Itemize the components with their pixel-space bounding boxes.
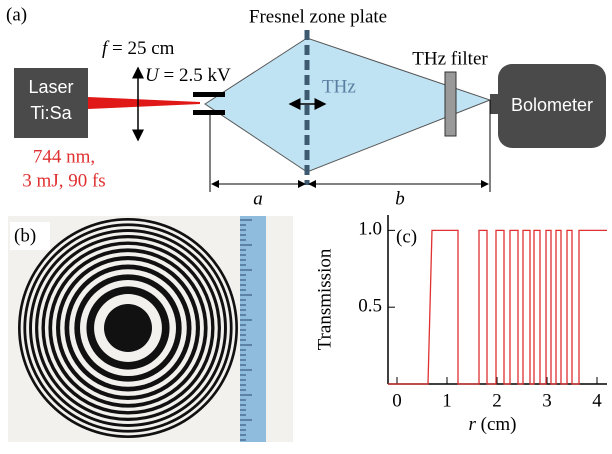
panel-label: (b) xyxy=(14,225,36,246)
x-tick-label: 0 xyxy=(392,390,402,411)
distance-label: a xyxy=(253,188,263,209)
thz-label: THz xyxy=(322,76,356,97)
x-tick-label: 4 xyxy=(592,390,602,411)
electrode xyxy=(193,92,225,97)
laser-params: 744 nm, xyxy=(33,146,95,167)
focal-label: f = 25 cm xyxy=(102,38,175,59)
laser-beam xyxy=(88,97,200,109)
laser-params: 3 mJ, 90 fs xyxy=(22,170,105,191)
panel-label: (c) xyxy=(396,226,417,247)
bolometer-label: Bolometer xyxy=(511,95,593,115)
y-axis-label: Transmission xyxy=(314,248,335,350)
distance-label: b xyxy=(395,188,405,209)
voltage-label: U = 2.5 kV xyxy=(145,65,231,86)
filter-label: THz filter xyxy=(412,48,488,69)
chart: 0.5 1.0 0 1 2 3 4 Transmission r (cm) (c) xyxy=(314,215,607,435)
electrode xyxy=(193,110,225,115)
panel-label: (a) xyxy=(6,4,27,25)
y-tick-label: 1.0 xyxy=(358,219,382,240)
laser-label: Laser xyxy=(28,77,73,97)
transmission-line xyxy=(388,230,607,384)
laser-label: Ti:Sa xyxy=(30,103,72,123)
x-axis-label: r (cm) xyxy=(468,414,516,435)
x-tick-label: 3 xyxy=(542,390,552,411)
x-tick-label: 1 xyxy=(442,390,452,411)
y-tick-label: 0.5 xyxy=(358,296,382,317)
zone-plate-photo xyxy=(18,218,238,438)
figure: (a) Fresnel zone plate THz Laser Ti:Sa f… xyxy=(0,0,612,449)
x-axis-label-text: (cm) xyxy=(476,414,517,435)
zone-plate-label: Fresnel zone plate xyxy=(249,6,387,27)
x-tick-label: 2 xyxy=(492,390,502,411)
ring xyxy=(114,314,142,342)
thz-filter xyxy=(445,72,456,136)
